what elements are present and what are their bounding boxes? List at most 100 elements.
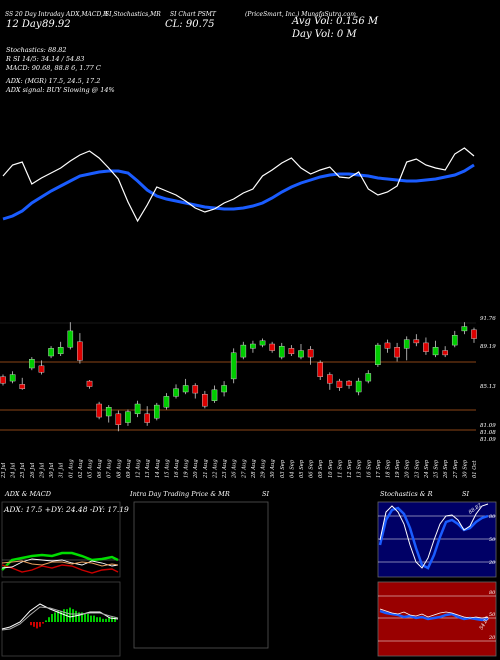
rsi-level-80-label: 80: [489, 590, 496, 596]
price-line: [2, 147, 475, 223]
adx-lines: [1, 551, 120, 574]
candle-body: [38, 365, 45, 373]
macd-bar: [114, 617, 116, 622]
price-label-5: 81.08: [480, 430, 496, 436]
x-axis-label: 30 Jul: [49, 462, 55, 478]
x-axis-label: 18 Sep: [385, 459, 391, 478]
candle-body: [278, 345, 285, 358]
candle-body: [86, 380, 93, 387]
x-axis-label: 23 Sep: [414, 459, 420, 479]
candle-body: [134, 403, 141, 415]
header-title-4: (PriceSmart, Inc.) MunafaSutra.com: [245, 11, 356, 18]
stochastics-text: Stochastics: 88.82: [6, 46, 67, 54]
header-title-1: SS 20 Day Intraday ADX,MACD,R: [5, 11, 108, 18]
candle-body: [125, 411, 131, 423]
stoch-level-20-label: 20: [488, 560, 496, 566]
ma-line: [2, 163, 475, 221]
x-axis-label: 29 Jul: [39, 462, 45, 479]
adx-panel-title: ADX & MACD: [4, 490, 52, 498]
x-axis-label: 26 Jul: [30, 462, 36, 479]
stoch-white-line: [379, 503, 489, 569]
day-label: 12 Day: [6, 19, 42, 30]
x-axis-label: 09 Sep: [318, 459, 324, 478]
macd-bar: [102, 618, 104, 622]
candle-body: [298, 350, 304, 358]
candle-body: [327, 374, 333, 384]
candle-body: [317, 362, 324, 377]
x-axis-label: 17 Sep: [376, 459, 382, 478]
adx-panel: [1, 501, 121, 578]
header-title-3: SI Chart PSMT: [170, 11, 217, 18]
adx-green-line: [1, 551, 119, 571]
candle-body: [461, 326, 468, 332]
macd-bar: [99, 617, 101, 622]
x-axis-labels: 23 Jul 24 Jul 25 Jul 26 Jul 29 Jul 30 Jul 31 J…: [1, 459, 478, 479]
candle-body: [182, 385, 189, 393]
x-axis-label: 27 Aug: [241, 459, 247, 479]
x-axis-label: 08 Aug: [116, 459, 122, 478]
x-axis-label: 09 Aug: [126, 459, 132, 478]
macd-bar: [60, 610, 62, 622]
price-label-1: 91.76: [480, 316, 496, 322]
macd-bar: [105, 618, 107, 622]
macd-bar: [69, 607, 71, 622]
macd-bar: [75, 610, 77, 622]
x-axis-label: 13 Aug: [145, 459, 151, 478]
candle-body: [96, 403, 102, 418]
candle-body: [57, 347, 64, 355]
x-axis-label: 25 Jul: [20, 462, 26, 479]
macd-bar: [48, 617, 50, 622]
x-axis-label: 01 Aug: [68, 459, 74, 478]
price-label-2: 89.19: [480, 344, 496, 350]
macd-bar: [51, 614, 53, 622]
candle-body: [230, 352, 237, 380]
x-axis-label: 30 Sep: [462, 459, 468, 478]
adx-text: ADX: (MGR) 17.5, 24.5, 17.2: [5, 77, 100, 85]
adx-white-line: [1, 558, 119, 569]
x-axis-label: 01 Oct: [472, 460, 478, 478]
x-axis-label: 25 Sep: [434, 459, 440, 479]
x-axis-label: 05 Aug: [88, 459, 94, 478]
x-axis-label: 05 Sep: [299, 459, 305, 478]
macd-bar: [57, 610, 59, 622]
adx-red-line: [1, 564, 119, 574]
x-axis-label: 23 Aug: [222, 459, 228, 479]
candle-body: [346, 380, 352, 386]
x-axis-label: 26 Sep: [443, 459, 449, 479]
macd-bar: [63, 609, 65, 622]
x-axis-label: 02 Aug: [78, 459, 84, 478]
candle-body: [19, 384, 26, 389]
candle-body: [105, 407, 112, 417]
macd-line: [1, 603, 119, 630]
macd-signal-line: [1, 606, 119, 631]
candle-body: [29, 359, 35, 369]
x-axis-label: 27 Sep: [453, 459, 459, 479]
candle-body: [173, 388, 179, 397]
candle-body: [48, 348, 54, 357]
x-axis-label: 20 Aug: [193, 459, 199, 479]
day-value: 89.92: [42, 19, 71, 30]
x-axis-label: 19 Aug: [184, 459, 190, 478]
candle-body: [394, 347, 400, 358]
price-label-3: 85.13: [480, 384, 496, 390]
x-axis-label: 15 Aug: [164, 459, 170, 478]
candle-body: [451, 335, 458, 346]
macd-bar: [81, 612, 83, 622]
close-label: CL: 90.75: [165, 19, 214, 30]
candle-body: [77, 341, 83, 361]
price-ma-chart: [2, 147, 475, 223]
x-axis-label: 24 Sep: [424, 459, 430, 479]
candle-body: [192, 385, 199, 394]
candle-body: [336, 380, 343, 388]
x-axis-label: 30 Aug: [270, 459, 276, 478]
candle-body: [67, 330, 74, 348]
candle-body: [202, 393, 208, 407]
candle-body: [471, 329, 477, 339]
rsi-level-50-label: 50: [489, 612, 496, 618]
candle-body: [144, 413, 150, 423]
candle-body: [307, 349, 314, 358]
x-axis-label: 21 Aug: [203, 459, 209, 479]
intraday-panel: [133, 501, 269, 649]
candle-body: [365, 373, 372, 382]
x-axis-label: 06 Sep: [309, 459, 315, 478]
